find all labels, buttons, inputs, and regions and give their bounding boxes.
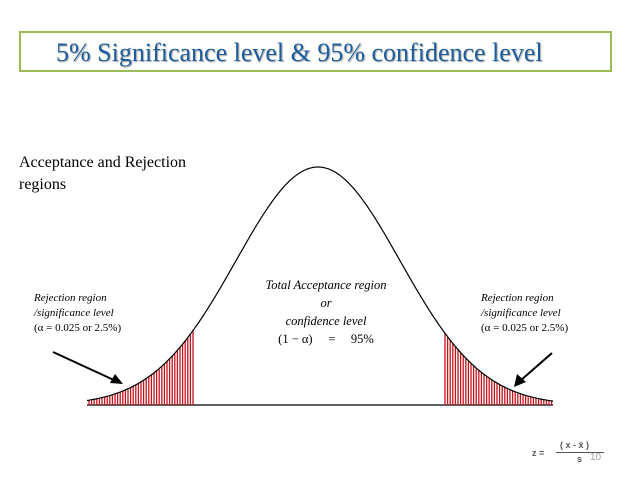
right-rejection-line-1: Rejection region [481,292,554,304]
page-number: 10 [590,452,602,463]
formula-numerator: ( x - x̄ ) [560,440,590,450]
normal-curve [86,166,554,402]
right-arrow-shaft [519,352,553,382]
right-rejection-label: Rejection region /significance level (α … [481,291,568,336]
right-rejection-shading [444,333,553,405]
acceptance-line-3: confidence level [285,314,367,328]
left-arrow-shaft [52,351,117,382]
left-rejection-shading [88,330,194,405]
acceptance-line-1: Total Acceptance region [265,278,387,292]
acceptance-line-2: or [320,296,332,310]
diagram-subtitle: Acceptance and Rejection regions [19,152,219,196]
left-rejection-line-3: (α = 0.025 or 2.5%) [34,322,122,334]
right-rejection-line-3: (α = 0.025 or 2.5%) [481,322,569,334]
slide-title: 5% Significance level & 95% confidence l… [56,38,543,67]
title-box: 5% Significance level & 95% confidence l… [19,31,612,72]
acceptance-region-label: Total Acceptance region or confidence le… [240,276,412,348]
left-rejection-label: Rejection region /significance level (α … [34,291,121,336]
left-arrow-head [110,374,123,384]
acceptance-line-4: (1 − α) = 95% [278,332,374,346]
formula-lhs: z = [532,448,545,458]
right-rejection-line-2: /significance level [481,307,561,319]
subtitle-line-1: Acceptance and Rejection [19,154,187,171]
left-rejection-line-1: Rejection region [34,292,107,304]
formula-denominator: s [577,454,583,464]
right-arrow-head [514,374,526,387]
left-rejection-line-2: /significance level [34,307,114,319]
subtitle-line-2: regions [19,176,67,193]
formula-fraction-bar [556,452,604,453]
